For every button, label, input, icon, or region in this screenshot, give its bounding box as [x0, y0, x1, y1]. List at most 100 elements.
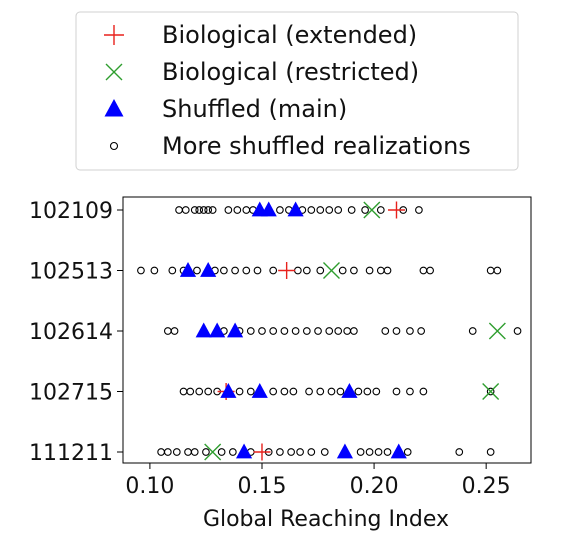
data-point-circle: [204, 206, 213, 214]
data-point-circle: [334, 327, 343, 335]
data-point-circle: [269, 387, 278, 396]
data-point-circle: [406, 327, 414, 335]
data-point-circle: [231, 266, 239, 275]
data-point-circle: [246, 327, 255, 335]
data-point-triangle: [179, 262, 197, 277]
data-point-circle: [365, 448, 374, 456]
data-point-circle: [383, 266, 392, 275]
data-point-circle: [381, 327, 390, 335]
data-point-circle: [468, 327, 477, 335]
data-point-circle: [296, 448, 304, 456]
data-point-circle: [258, 327, 266, 335]
data-point-circle: [305, 387, 313, 396]
data-point-circle: [347, 206, 356, 214]
data-point-circle: [336, 387, 345, 396]
data-point-circle: [392, 387, 401, 396]
data-point-circle: [190, 206, 199, 214]
x-tick-label: 0.10: [125, 474, 174, 499]
data-point-plus: [278, 262, 296, 279]
data-point-plus: [387, 201, 405, 219]
data-point-circle: [246, 387, 255, 396]
legend-box: [75, 11, 519, 171]
data-point-circle: [186, 387, 195, 396]
data-point-circle: [291, 327, 300, 335]
data-point-circle: [235, 387, 244, 396]
legend-label: Biological (extended): [162, 21, 417, 49]
data-point-circle: [157, 448, 165, 456]
data-point-circle: [195, 206, 204, 214]
data-point-circle: [403, 448, 412, 456]
data-point-circle: [233, 206, 242, 214]
data-point-circle: [316, 206, 325, 214]
data-point-circle: [320, 448, 329, 456]
data-point-circle: [363, 387, 372, 396]
legend-label: Shuffled (main): [162, 95, 347, 123]
data-point-circle: [168, 266, 177, 275]
data-point-circle: [372, 387, 381, 396]
data-point-circle: [406, 387, 414, 396]
data-point-circle: [493, 266, 502, 275]
data-point-circle: [307, 448, 316, 456]
x-axis-title: Global Reaching Index: [203, 507, 449, 532]
data-point-circle: [419, 266, 428, 275]
plot-frame: [122, 196, 532, 464]
data-point-circle: [190, 448, 199, 456]
data-point-circle: [208, 206, 217, 214]
x-tick-label: 0.20: [350, 474, 399, 499]
data-point-circle: [316, 266, 325, 275]
data-point-circle: [269, 327, 278, 335]
data-point-circle: [175, 206, 183, 214]
data-point-circle: [269, 266, 278, 275]
data-point-circle: [419, 387, 428, 396]
data-point-circle: [224, 206, 233, 214]
data-point-circle: [314, 327, 322, 335]
y-tick-label: 102715: [29, 381, 113, 406]
data-point-circle: [376, 266, 385, 275]
data-point-circle: [242, 206, 251, 214]
data-point-circle: [163, 327, 172, 335]
data-point-circle: [195, 387, 204, 396]
data-point-circle: [316, 387, 325, 396]
data-point-circle: [327, 387, 336, 396]
y-tick-label: 111211: [29, 441, 113, 466]
data-point-x: [322, 262, 340, 279]
data-point-circle: [374, 448, 383, 456]
legend-marker-circle: [109, 141, 119, 151]
x-tick-label: 0.15: [237, 474, 286, 499]
data-point-triangle: [287, 201, 304, 217]
data-point-circle: [170, 327, 179, 335]
data-point-circle: [179, 387, 188, 396]
data-point-circle: [202, 448, 210, 456]
y-axis: 102109 102513 102614 102715 111211: [29, 199, 123, 466]
data-point-circle: [253, 266, 262, 275]
data-point-circle: [280, 327, 289, 335]
legend-marker-x: [105, 63, 123, 81]
data-point-triangle: [336, 443, 354, 459]
data-point-circle: [415, 206, 423, 214]
data-point-circle: [354, 387, 363, 396]
data-point-x: [482, 383, 500, 400]
data-point-circle: [307, 206, 316, 214]
data-point-circle: [338, 266, 347, 275]
legend-label: Biological (restricted): [162, 58, 419, 86]
data-point-circle: [217, 448, 226, 456]
data-point-circle: [280, 387, 289, 396]
data-point-circle: [350, 327, 358, 335]
data-point-circle: [172, 448, 181, 456]
data-point-circle: [294, 266, 302, 275]
data-point-circle: [486, 266, 495, 275]
data-point-circle: [181, 206, 190, 214]
data-point-circle: [204, 387, 213, 396]
x-tick-label: 0.25: [462, 474, 511, 499]
y-tick-label: 102513: [29, 260, 113, 285]
data-point-triangle: [195, 322, 212, 338]
data-point-triangle: [200, 262, 217, 277]
data-point-circle: [163, 448, 172, 456]
legend-label: More shuffled realizations: [162, 132, 471, 160]
data-point-circle: [426, 266, 434, 275]
data-point-triangle: [209, 322, 226, 338]
x-axis: 0.10 0.15 0.20 0.25: [125, 463, 511, 499]
data-point-triangle: [341, 383, 358, 398]
data-point-triangle: [390, 443, 407, 459]
